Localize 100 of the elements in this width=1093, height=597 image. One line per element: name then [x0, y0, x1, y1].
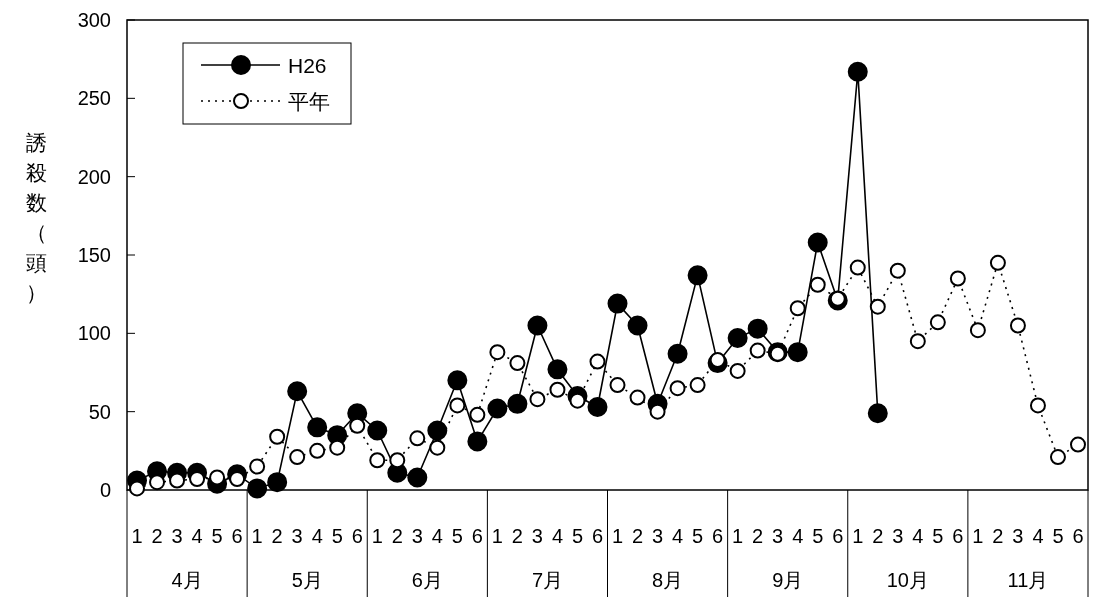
point — [409, 430, 426, 447]
point — [787, 342, 808, 363]
point — [969, 322, 986, 339]
point — [509, 355, 526, 372]
text: 7月 — [531, 569, 563, 591]
point — [589, 353, 606, 370]
y-tick-label: 0 — [99, 479, 111, 501]
point — [429, 439, 446, 456]
y-tick-label: 150 — [77, 244, 111, 266]
point — [369, 452, 386, 469]
x-tick-label: 3 — [772, 525, 784, 547]
point — [989, 254, 1006, 271]
point — [149, 474, 166, 491]
point — [529, 391, 546, 408]
y-axis-title: 誘殺数（頭） — [25, 131, 47, 304]
x-tick-label: 4 — [551, 525, 564, 547]
point — [287, 381, 308, 402]
point — [607, 293, 628, 314]
x-tick-label: 1 — [371, 525, 383, 547]
x-tick-label: 3 — [171, 525, 183, 547]
legend-label: H26 — [288, 54, 327, 77]
point — [189, 471, 206, 488]
point — [469, 406, 486, 423]
point — [247, 478, 268, 499]
point — [1069, 436, 1086, 453]
point — [889, 262, 906, 279]
x-tick-label: 3 — [1012, 525, 1024, 547]
point — [549, 381, 566, 398]
point — [267, 472, 288, 493]
x-tick-label: 5 — [932, 525, 944, 547]
x-tick-label: 6 — [471, 525, 483, 547]
point — [867, 403, 888, 424]
point — [1029, 397, 1046, 414]
x-tick-label: 4 — [191, 525, 203, 547]
x-tick-label: 5 — [211, 525, 223, 547]
x-tick-label: 2 — [151, 525, 163, 547]
point — [929, 314, 946, 331]
point — [507, 393, 528, 414]
point — [627, 315, 648, 336]
y-tick-label: 100 — [77, 322, 111, 345]
point — [307, 417, 328, 438]
legend-label: 平年 — [288, 90, 330, 113]
text: 8月 — [652, 569, 684, 591]
x-tick-label: 1 — [491, 525, 503, 547]
point — [729, 362, 746, 379]
y-tick-label: 300 — [77, 9, 111, 31]
point — [367, 420, 388, 441]
x-tick-label: 4 — [1032, 525, 1044, 547]
point — [209, 469, 226, 486]
x-tick-label: 5 — [692, 525, 704, 547]
x-tick-label: 6 — [952, 525, 964, 547]
x-tick-label: 3 — [651, 525, 664, 547]
point — [329, 439, 346, 456]
x-tick-label: 3 — [531, 525, 543, 547]
x-tick-label: 2 — [631, 525, 644, 547]
point — [709, 351, 726, 368]
x-tick-label: 2 — [391, 525, 403, 547]
point — [1049, 449, 1066, 466]
point — [609, 377, 626, 394]
x-tick-label: 4 — [912, 525, 924, 547]
point — [249, 458, 266, 475]
x-tick-label: 5 — [451, 525, 463, 547]
x-tick-label: 1 — [251, 525, 263, 547]
x-tick-label: 3 — [411, 525, 423, 547]
point — [749, 342, 766, 359]
x-tick-label: 4 — [672, 525, 684, 547]
point — [229, 471, 246, 488]
text: 10月 — [886, 569, 929, 591]
x-tick-label: 5 — [571, 525, 584, 547]
point — [849, 259, 866, 276]
point — [309, 442, 326, 459]
x-tick-label: 2 — [752, 525, 764, 547]
x-tick-label: 2 — [511, 525, 523, 547]
point — [847, 61, 868, 82]
x-tick-label: 5 — [812, 525, 824, 547]
point — [389, 452, 406, 469]
x-tick-label: 1 — [972, 525, 984, 547]
point — [587, 396, 608, 417]
x-tick-label: 1 — [131, 525, 143, 547]
x-tick-label: 4 — [431, 525, 443, 547]
x-tick-label: 4 — [792, 525, 804, 547]
point — [809, 276, 826, 293]
x-tick-label: 6 — [832, 525, 844, 547]
text: 9月 — [772, 569, 804, 591]
point — [747, 318, 768, 339]
point — [807, 232, 828, 253]
y-tick-label: 50 — [88, 400, 111, 423]
x-tick-label: 1 — [852, 525, 864, 547]
point — [269, 428, 286, 445]
x-tick-label: 6 — [231, 525, 243, 547]
x-tick-label: 3 — [892, 525, 904, 547]
point — [407, 467, 428, 488]
x-tick-label: 5 — [1052, 525, 1064, 547]
point — [447, 370, 468, 391]
y-tick-label: 250 — [77, 87, 111, 110]
point — [667, 343, 688, 364]
x-tick-label: 1 — [732, 525, 744, 547]
point — [789, 300, 806, 317]
point — [727, 328, 748, 349]
point — [649, 403, 666, 420]
